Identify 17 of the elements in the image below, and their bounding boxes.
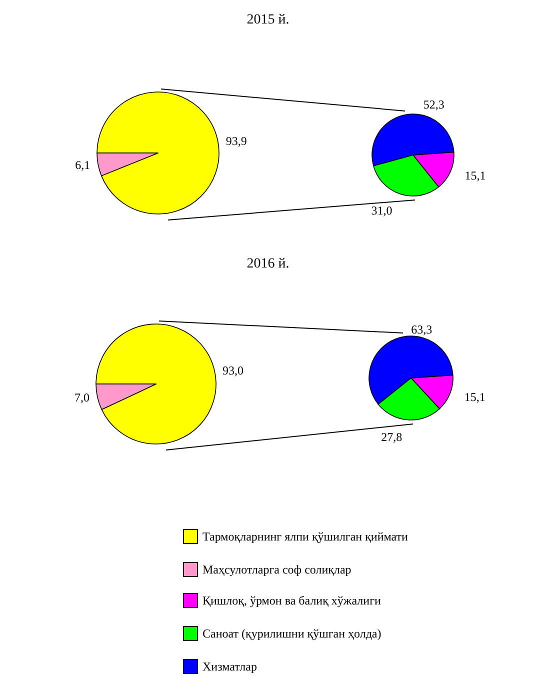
data-label: 63,3 xyxy=(411,322,432,337)
data-label: 93,9 xyxy=(226,134,247,148)
legend-label: Хизматлар xyxy=(202,660,257,674)
data-label: 27,8 xyxy=(381,430,402,444)
data-label: 93,0 xyxy=(222,363,244,378)
legend-label: Қишлоқ, ўрмон ва балиқ хўжалиги xyxy=(202,594,382,608)
data-label: 15,1 xyxy=(464,390,486,404)
data-label: 15,1 xyxy=(464,168,486,182)
legend-label: Саноат (қурилишни қўшган ҳолда) xyxy=(202,626,382,640)
data-label: 31,0 xyxy=(371,204,392,218)
legend-label: Тармоқларнинг ялпи қўшилган қиймати xyxy=(202,530,409,544)
data-label: 6,1 xyxy=(75,158,90,172)
chart-title: 2016 й. xyxy=(246,256,290,272)
chart-title: 2015 й. xyxy=(246,12,290,28)
data-label: 52,3 xyxy=(423,98,444,112)
data-label: 7,0 xyxy=(74,390,90,405)
legend-label: Маҳсулотларга соф солиқлар xyxy=(202,562,352,576)
